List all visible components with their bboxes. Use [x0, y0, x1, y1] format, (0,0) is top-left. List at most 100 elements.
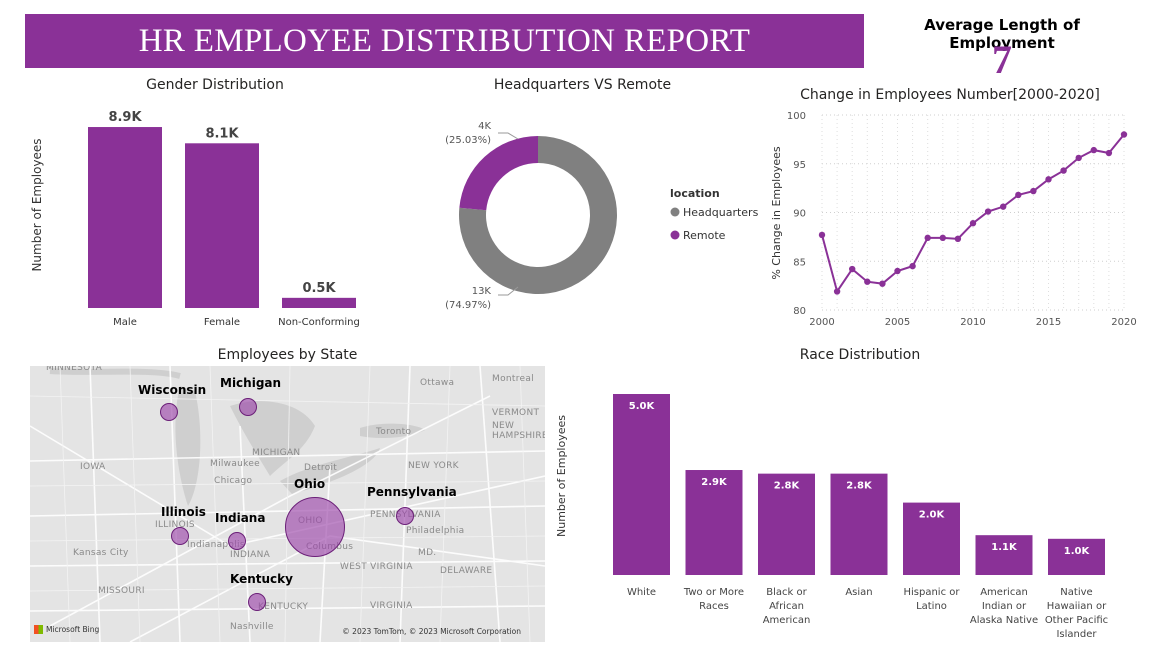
state-bubble[interactable] — [228, 532, 246, 550]
kpi-value: 7 — [992, 37, 1012, 82]
race-tick-label: Native Hawaiian or Other Pacific Islander — [1045, 587, 1108, 640]
race-tick-label: Black or African American — [763, 587, 811, 626]
race-tick-label-line: American — [763, 615, 811, 626]
remote-value-label: 4K — [478, 121, 491, 132]
state-bubble[interactable] — [160, 403, 178, 421]
race-tick-label-line: Alaska Native — [970, 615, 1038, 626]
map-base-label: DELAWARE — [440, 566, 493, 576]
line-point — [1000, 203, 1007, 210]
map-base-label: MINNESOTA — [46, 366, 103, 373]
kpi-label: Average Length of Employment — [924, 16, 1080, 52]
remote-percent-label: (25.03%) — [445, 135, 491, 146]
state-bubble[interactable] — [248, 593, 266, 611]
location-donut-chart[interactable]: 4K (25.03%) 13K (74.97%) location Headquarter… — [440, 95, 770, 325]
race-tick-label: Two or More Races — [683, 587, 744, 612]
donut-slice — [459, 136, 538, 211]
map-base-label: Nashville — [230, 622, 274, 632]
state-bubble[interactable] — [396, 507, 414, 525]
line-point — [1090, 146, 1097, 154]
lake-ontario — [360, 423, 425, 438]
line-y-tick-label: 95 — [793, 160, 806, 171]
line-point — [924, 234, 931, 242]
state-bubble[interactable] — [285, 497, 345, 557]
race-data-label: 1.1K — [991, 542, 1018, 553]
line-point — [818, 231, 826, 239]
race-data-label: 2.8K — [846, 481, 873, 492]
state-label: Illinois — [161, 505, 206, 519]
state-label: Kentucky — [230, 572, 293, 586]
race-bar — [903, 502, 960, 575]
gender-bar — [185, 143, 259, 308]
gender-data-label: 8.1K — [205, 126, 239, 141]
line-point — [1015, 191, 1022, 199]
race-bar — [1048, 538, 1105, 575]
map-layer: MINNESOTA Ottawa Montreal VERMONT NEW HAMPSH… — [30, 366, 545, 642]
legend-item-label: Remote — [683, 229, 726, 242]
race-tick-label-line: Hispanic or — [903, 587, 960, 598]
gender-data-label: 0.5K — [302, 281, 336, 296]
line-point — [1045, 176, 1052, 183]
legend-marker — [670, 230, 680, 240]
gender-bar — [88, 127, 162, 309]
bing-logo-text: Microsoft Bing — [46, 625, 100, 634]
map-base-label: Detroit — [304, 463, 338, 473]
line-x-tick-label: 2010 — [960, 317, 985, 328]
race-tick-label-line: African — [769, 601, 804, 612]
state-bubble[interactable] — [171, 527, 189, 545]
report-title: HR EMPLOYEE DISTRIBUTION REPORT — [25, 14, 864, 68]
race-data-label: 2.8K — [774, 481, 801, 492]
map-base-label: Chicago — [214, 476, 253, 486]
lake-huron — [230, 401, 315, 476]
race-tick-label: White — [627, 587, 656, 598]
hq-leader-line — [498, 286, 519, 296]
line-point — [1030, 187, 1037, 195]
gender-chart-title: Gender Distribution — [146, 77, 284, 93]
line-x-tick-label: 2015 — [1036, 317, 1061, 328]
map-base-label: IOWA — [80, 462, 106, 472]
gender-tick-label: Female — [204, 317, 240, 328]
employees-map[interactable]: MINNESOTA Ottawa Montreal VERMONT NEW HAMPSH… — [30, 366, 545, 642]
line-point — [909, 262, 916, 270]
line-point — [954, 235, 962, 243]
line-y-tick-label: 85 — [793, 257, 806, 268]
legend-marker — [670, 207, 680, 217]
state-label: Ohio — [294, 477, 326, 491]
map-base-label: VERMONT — [492, 408, 540, 418]
line-x-tick-label: 2005 — [885, 317, 910, 328]
donut-slice — [459, 136, 617, 294]
line-point — [1120, 131, 1128, 138]
race-tick-label-line: Asian — [845, 587, 872, 598]
line-point — [984, 208, 992, 215]
race-tick-label-line: Two or More — [683, 587, 744, 598]
race-data-label: 2.9K — [701, 477, 728, 488]
map-base-label: ILLINOIS — [155, 520, 195, 530]
race-tick-label-line: Islander — [1056, 629, 1097, 640]
gender-y-axis-label: Number of Employees — [30, 138, 44, 271]
line-y-axis-label: % Change in Employees — [770, 146, 783, 280]
map-base-label: MD. — [418, 548, 437, 558]
line-y-tick-label: 100 — [787, 111, 806, 122]
hq-value-label: 13K — [472, 286, 492, 297]
gender-tick-label: Non-Conforming — [278, 317, 360, 328]
gender-chart[interactable]: Number of Employees 8.9K Male 8.1K Female 0.5… — [25, 95, 375, 335]
microsoft-logo-icon — [34, 625, 43, 634]
change-line-chart[interactable]: % Change in Employees 80 85 90 95 100 2000 2005… — [765, 103, 1145, 331]
race-data-label: 5.0K — [629, 401, 656, 412]
race-tick-label-line: Races — [699, 601, 729, 612]
lake-superior — [49, 368, 181, 379]
line-point — [939, 234, 946, 242]
map-base-label: MISSOURI — [98, 586, 145, 596]
state-label: Indiana — [215, 511, 266, 525]
map-base-label: MICHIGAN — [252, 448, 301, 458]
lake-michigan — [175, 386, 201, 506]
race-tick-label-line: White — [627, 587, 656, 598]
state-bubble[interactable] — [239, 398, 257, 416]
race-tick-label: Asian — [845, 587, 872, 598]
map-base-label: Toronto — [376, 427, 412, 437]
map-base-label: Kansas City — [73, 548, 129, 558]
race-chart[interactable]: Number of Employees 5.0K White 2.9K Two or M… — [550, 368, 1110, 643]
gender-bar — [282, 297, 356, 308]
map-base-label: Ottawa — [420, 378, 455, 388]
race-tick-label-line: Indian or — [982, 601, 1027, 612]
line-point — [1105, 149, 1113, 157]
